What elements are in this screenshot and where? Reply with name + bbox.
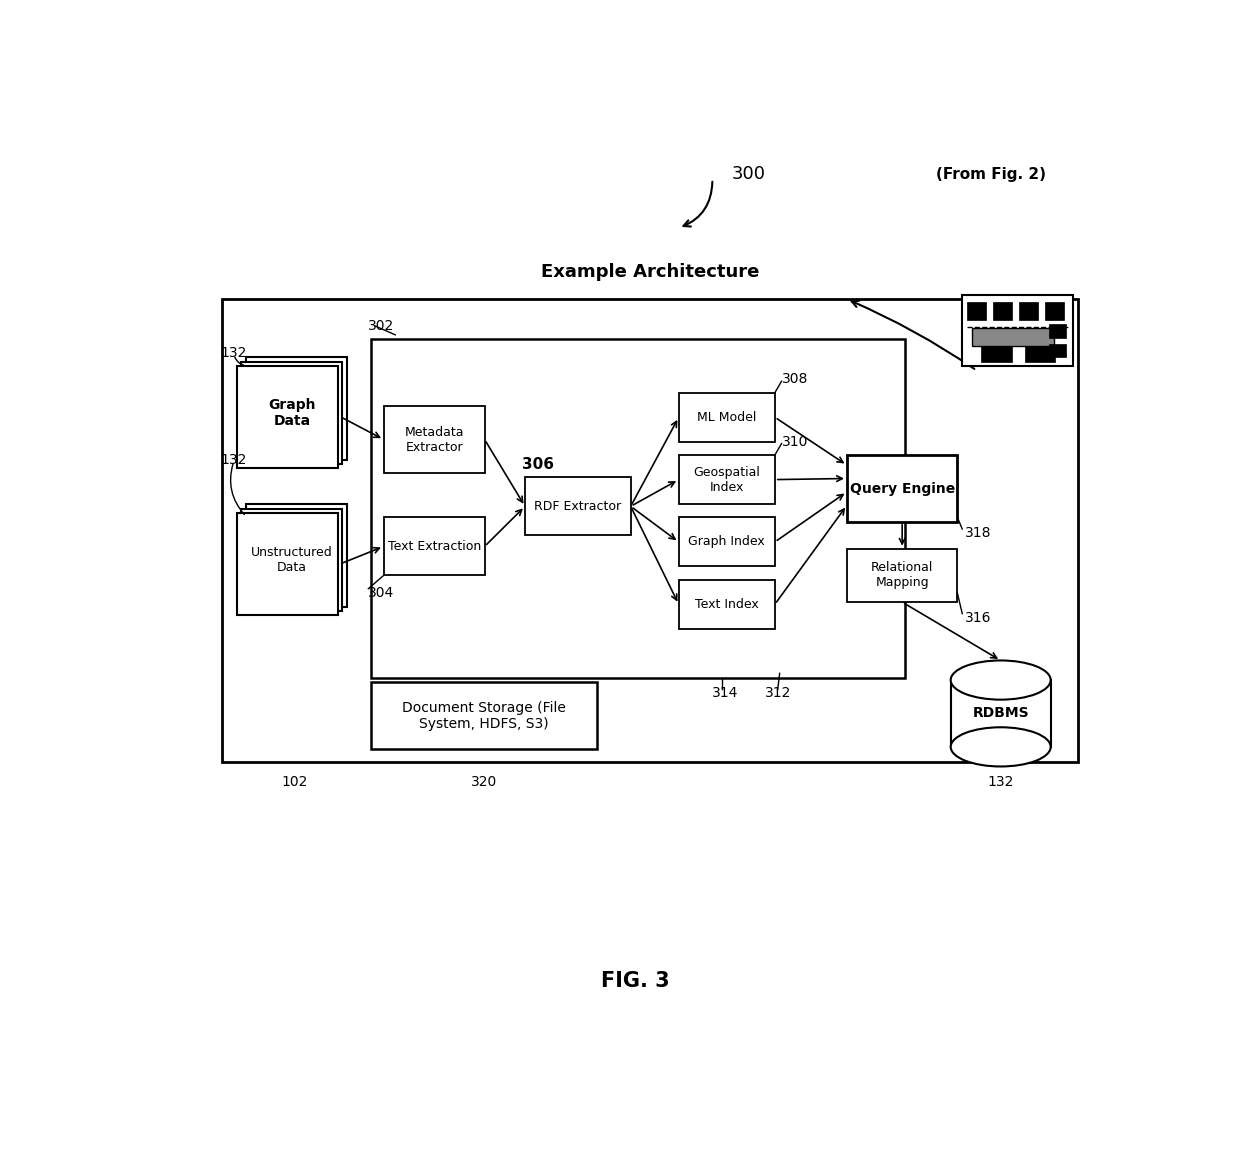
Text: 314: 314 [712,686,739,700]
Text: 300: 300 [732,165,765,184]
Text: 102: 102 [281,775,308,789]
Bar [982,346,1012,361]
Bar [383,406,485,473]
Text: Graph Index: Graph Index [688,536,765,548]
Text: 316: 316 [965,611,992,625]
Bar [247,358,347,459]
Text: Text Extraction: Text Extraction [388,540,481,553]
Bar [237,366,337,469]
Text: Example Architecture: Example Architecture [541,264,759,281]
Text: Document Storage (File
System, HDFS, S3): Document Storage (File System, HDFS, S3) [402,701,567,731]
Bar [678,455,775,504]
Bar [847,548,957,602]
Bar [525,478,631,536]
Text: Graph
Data: Graph Data [268,398,316,428]
Text: Metadata
Extractor: Metadata Extractor [404,426,464,454]
Text: (From Fig. 2): (From Fig. 2) [936,167,1047,182]
FancyArrowPatch shape [683,182,712,227]
Bar [1024,346,1055,361]
Text: 132: 132 [987,775,1014,789]
Text: Unstructured
Data: Unstructured Data [250,546,332,574]
Text: 132: 132 [221,452,247,466]
Bar [1045,302,1064,319]
Bar [678,517,775,567]
Text: 310: 310 [781,435,808,449]
Text: 306: 306 [522,457,554,472]
Text: 304: 304 [368,587,394,600]
Text: RDF Extractor: RDF Extractor [534,500,621,513]
Bar [242,361,342,464]
Bar [678,392,775,442]
Bar [371,339,905,678]
Bar [678,580,775,629]
Bar [967,302,986,319]
Text: 308: 308 [781,373,808,386]
Ellipse shape [951,728,1050,766]
Text: 318: 318 [965,525,992,539]
Bar [237,513,337,616]
Bar [1049,344,1066,358]
Text: Geospatial
Index: Geospatial Index [693,465,760,494]
Bar [993,302,1012,319]
Ellipse shape [951,661,1050,700]
Text: RDBMS: RDBMS [972,707,1029,721]
Bar [847,455,957,522]
Bar [1019,302,1038,319]
Bar [383,517,485,575]
Text: ML Model: ML Model [697,411,756,423]
Bar [371,683,596,749]
Bar [1049,324,1066,338]
Bar [247,504,347,606]
Bar [222,300,1078,762]
Bar [951,680,1050,747]
Bar [962,295,1073,366]
Text: 320: 320 [470,775,497,789]
Text: 132: 132 [221,346,247,360]
Text: 302: 302 [368,319,394,333]
Text: 312: 312 [765,686,791,700]
FancyArrowPatch shape [852,301,975,369]
Text: FIG. 3: FIG. 3 [601,971,670,990]
Bar [972,329,1054,346]
Text: Query Engine: Query Engine [849,481,955,495]
Text: Relational
Mapping: Relational Mapping [870,561,934,589]
Text: Text Index: Text Index [694,598,759,611]
Bar [242,509,342,611]
